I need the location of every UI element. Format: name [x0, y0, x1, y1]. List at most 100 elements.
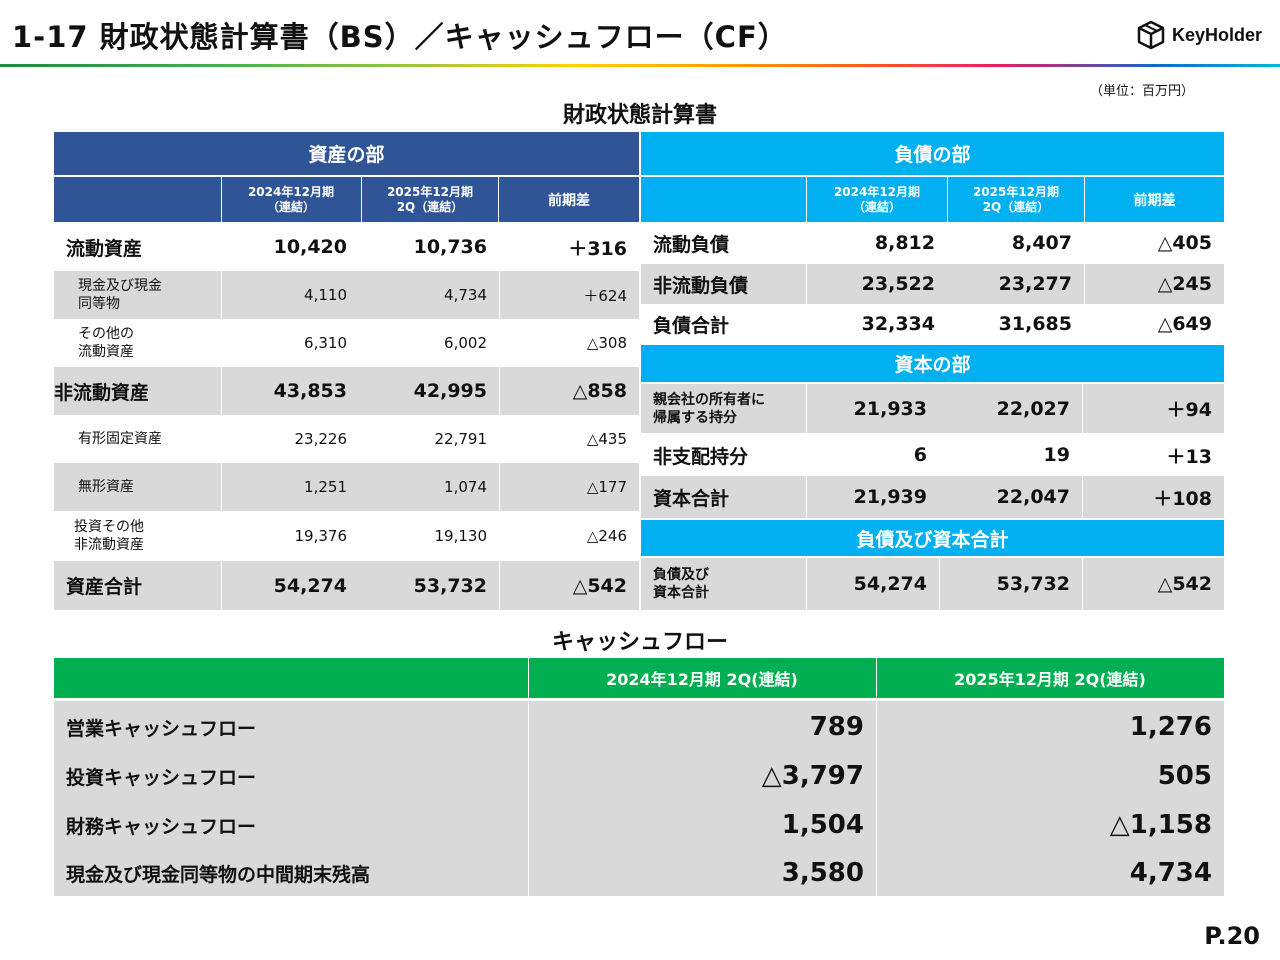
- value-fy2025q2: 19,130: [434, 527, 488, 545]
- col-divider: [939, 558, 940, 610]
- col-divider: [806, 558, 807, 610]
- col-divider: [806, 384, 807, 518]
- value-diff: ＋94: [1166, 399, 1212, 421]
- row-label: 非流動負債: [653, 274, 749, 297]
- row-label: 無形資産: [78, 479, 134, 495]
- cf-body: [54, 701, 1224, 896]
- value-fy2025q2: 22,047: [996, 486, 1070, 508]
- value-diff: ＋108: [1153, 487, 1212, 510]
- value-fy2025q2: 8,407: [1011, 232, 1072, 254]
- value-fy2024q2: △3,797: [761, 761, 864, 791]
- value-fy2024q2: 3,580: [781, 858, 864, 888]
- table-row: 親会社の所有者に 帰属する持分 21,933 22,027 ＋94: [641, 384, 1224, 433]
- value-fy2025q2: △1,158: [1109, 810, 1212, 840]
- assets-table: 資産の部 2024年12月期 （連結） 2025年12月期 2Q（連結） 前期差…: [54, 132, 639, 610]
- row-label: 現金及び現金 同等物: [78, 278, 162, 312]
- row-label: 資産合計: [66, 576, 143, 598]
- row-label: 現金及び現金同等物の中間期末残高: [66, 863, 371, 886]
- cf-header-row: [54, 658, 1224, 698]
- value-fy2024: 8,812: [874, 232, 935, 254]
- value-diff: △308: [586, 334, 627, 352]
- col-divider: [806, 177, 807, 222]
- assets-col-fy2025q2: 2025年12月期 2Q（連結）: [386, 184, 474, 214]
- value-fy2025q2: 1,276: [1129, 712, 1212, 742]
- row-label: 有形固定資産: [78, 431, 162, 447]
- row-label: 流動資産: [66, 237, 143, 260]
- value-fy2024: 32,334: [861, 313, 935, 335]
- row-label: 流動負債: [653, 233, 730, 256]
- total-header: 負債及び資本合計: [641, 520, 1224, 556]
- row-label: その他の 流動資産: [78, 326, 134, 360]
- liab-col-fy2025q2: 2025年12月期 2Q（連結）: [972, 184, 1060, 214]
- value-fy2025q2: 23,277: [998, 273, 1072, 295]
- cf-section-title: キャッシュフロー: [551, 630, 728, 655]
- value-diff: ＋316: [568, 237, 627, 260]
- row-label: 資本合計: [653, 487, 730, 510]
- value-diff: ＋13: [1166, 445, 1212, 468]
- value-fy2025q2: 10,736: [413, 236, 487, 258]
- value-diff: ＋624: [583, 286, 627, 305]
- value-fy2024: 54,274: [853, 573, 927, 595]
- liabilities-header: 負債の部: [641, 132, 1224, 175]
- row-label: 非支配持分: [653, 445, 749, 468]
- col-divider: [528, 658, 529, 698]
- liab-col-diff: 前期差: [1133, 192, 1176, 209]
- value-diff: △542: [1157, 573, 1212, 595]
- row-label: 非流動資産: [54, 381, 150, 404]
- value-fy2024: 21,939: [853, 486, 927, 508]
- value-fy2025q2: 22,791: [434, 430, 488, 448]
- table-row: 資本合計 21,939 22,047 ＋108: [641, 476, 1224, 518]
- value-fy2025q2: 4,734: [1129, 858, 1212, 888]
- value-fy2024: 6,310: [304, 334, 347, 352]
- value-fy2024: 23,226: [294, 430, 348, 448]
- table-row: 負債合計 32,334 31,685 △649: [641, 304, 1224, 344]
- table-row: その他の 流動資産 6,310 6,002 △308: [54, 319, 639, 367]
- assets-col-fy2024: 2024年12月期 （連結）: [247, 184, 335, 214]
- assets-col-diff: 前期差: [548, 192, 590, 209]
- value-fy2024q2: 1,504: [781, 810, 864, 840]
- bs-section-title: 財政状態計算書: [562, 103, 717, 128]
- table-row: 現金及び現金 同等物 4,110 4,734 ＋624: [54, 271, 639, 319]
- page-number: P.20: [1204, 922, 1260, 950]
- col-divider: [361, 223, 362, 610]
- cashflow-table: 2024年12月期 2Q(連結) 2025年12月期 2Q(連結) 営業キャッシ…: [54, 658, 1224, 896]
- table-row: 有形固定資産 23,226 22,791 △435: [54, 415, 639, 463]
- value-diff: △435: [586, 430, 627, 448]
- logo-text: KeyHolder: [1172, 24, 1263, 45]
- col-divider: [876, 658, 877, 698]
- table-row: 負債及び 資本合計 54,274 53,732 △542: [641, 558, 1224, 610]
- table-row: 投資キャッシュフロー △3,797 505: [54, 752, 1224, 800]
- table-row: 現金及び現金同等物の中間期末残高 3,580 4,734: [54, 850, 1224, 896]
- value-diff: △542: [572, 574, 627, 597]
- value-fy2025q2: 53,732: [996, 573, 1070, 595]
- value-fy2025q2: 4,734: [444, 286, 487, 304]
- row-label: 投資キャッシュフロー: [66, 766, 257, 789]
- col-divider: [876, 701, 877, 896]
- table-row: 非流動資産 43,853 42,995 △858: [54, 367, 639, 415]
- unit-label: （単位：百万円）: [1090, 84, 1195, 99]
- table-row: 資産合計 54,274 53,732 △542: [54, 561, 639, 610]
- value-fy2024: 23,522: [861, 273, 935, 295]
- assets-header: 資産の部: [54, 132, 639, 175]
- value-diff: △177: [586, 478, 627, 496]
- value-fy2025q2: 19: [1043, 444, 1070, 466]
- col-divider: [1084, 223, 1085, 345]
- liabilities-column-header-row: [641, 177, 1224, 222]
- table-row: 営業キャッシュフロー 789 1,276: [54, 703, 1224, 751]
- value-fy2025q2: 31,685: [998, 313, 1072, 335]
- col-divider: [221, 223, 222, 610]
- col-divider: [361, 177, 362, 222]
- value-fy2025q2: 42,995: [413, 380, 487, 402]
- table-row: 流動資産 10,420 10,736 ＋316: [54, 223, 639, 271]
- liab-col-fy2024: 2024年12月期 （連結）: [833, 184, 921, 214]
- table-row: 流動負債 8,812 8,407 △405: [641, 223, 1224, 263]
- value-diff: △245: [1157, 273, 1212, 295]
- col-divider: [806, 223, 807, 345]
- value-fy2024: 54,274: [273, 574, 347, 597]
- header-divider: [0, 64, 1280, 67]
- table-row: 財務キャッシュフロー 1,504 △1,158: [54, 801, 1224, 849]
- assets-column-header-row: [54, 177, 639, 222]
- cf-col-fy2024q2: 2024年12月期 2Q(連結): [606, 670, 798, 689]
- table-row: 無形資産 1,251 1,074 △177: [54, 463, 639, 511]
- col-divider: [1084, 177, 1085, 222]
